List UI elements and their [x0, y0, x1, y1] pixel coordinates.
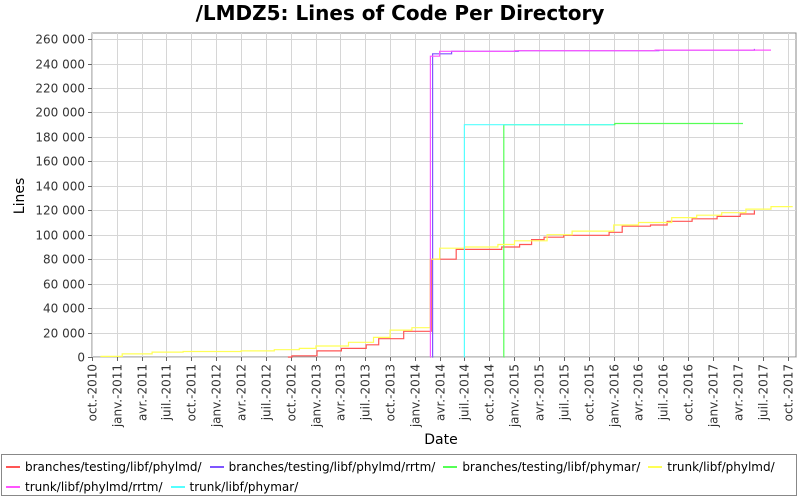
legend-label: trunk/libf/phymar/ — [189, 480, 299, 494]
legend-item: branches/testing/libf/phylmd/ — [6, 457, 202, 477]
y-tick-label: 40 000 — [43, 302, 85, 316]
x-tick-label: oct.-2014 — [483, 364, 497, 421]
x-tick-label: oct.-2010 — [86, 364, 100, 421]
x-tick-label: janv.-2015 — [508, 364, 522, 428]
y-tick-label: 20 000 — [43, 327, 85, 341]
x-tick-label: oct.-2017 — [782, 364, 796, 421]
y-axis-ticks: 0 20 000 40 000 60 000 80 000 100 000 120 000 1… — [35, 33, 92, 365]
y-tick-label: 240 000 — [35, 58, 85, 72]
series-line — [100, 206, 793, 357]
y-tick-label: 80 000 — [43, 253, 85, 267]
legend-swatch — [6, 486, 20, 488]
legend-item: trunk/libf/phylmd/rrtm/ — [6, 477, 163, 497]
x-tick-label: avr.-2011 — [136, 364, 150, 421]
plot-area — [91, 32, 797, 358]
y-tick-label: 120 000 — [35, 204, 85, 218]
y-axis-label: Lines — [12, 178, 28, 214]
x-tick-label: janv.-2012 — [210, 364, 224, 428]
x-tick-label: juil.-2017 — [757, 364, 771, 421]
legend-item: branches/testing/libf/phylmd/rrtm/ — [209, 457, 436, 477]
x-tick-label: oct.-2016 — [682, 364, 696, 421]
legend-item: trunk/libf/phymar/ — [170, 477, 299, 497]
line-chart: /LMDZ5: Lines of Code Per Directory 0 20 … — [12, 1, 797, 448]
grid-lines — [92, 33, 796, 358]
x-tick-label: juil.-2016 — [657, 364, 671, 421]
chart-title: /LMDZ5: Lines of Code Per Directory — [196, 1, 605, 25]
plot-frame — [91, 32, 797, 358]
series-line — [287, 210, 755, 358]
x-tick-label: janv.-2016 — [608, 364, 622, 428]
x-axis-label: Date — [424, 432, 457, 448]
x-tick-label: janv.-2014 — [409, 364, 423, 428]
legend-item: branches/testing/libf/phymar/ — [443, 457, 640, 477]
legend-label: trunk/libf/phylmd/rrtm/ — [25, 480, 163, 494]
y-tick-label: 200 000 — [35, 106, 85, 120]
legend: branches/testing/libf/phylmd/branches/te… — [1, 454, 797, 496]
x-tick-label: janv.-2011 — [111, 364, 125, 428]
x-tick-label: avr.-2014 — [434, 364, 448, 421]
x-tick-label: oct.-2013 — [384, 364, 398, 421]
y-tick-label: 220 000 — [35, 82, 85, 96]
x-tick-label: oct.-2012 — [285, 364, 299, 421]
x-tick-label: oct.-2015 — [583, 364, 597, 421]
x-tick-label: avr.-2012 — [235, 364, 249, 421]
legend-swatch — [648, 466, 663, 468]
y-tick-label: 180 000 — [35, 131, 85, 145]
series-line — [463, 124, 614, 358]
y-tick-label: 160 000 — [35, 155, 85, 169]
y-tick-label: 60 000 — [43, 278, 85, 292]
legend-label: branches/testing/libf/phylmd/ — [25, 460, 202, 474]
x-tick-label: juil.-2014 — [458, 364, 472, 421]
x-tick-label: oct.-2011 — [185, 364, 199, 421]
x-tick-label: juil.-2015 — [558, 364, 572, 421]
legend-label: branches/testing/libf/phylmd/rrtm/ — [228, 460, 436, 474]
legend-swatch — [209, 466, 224, 468]
x-tick-label: avr.-2016 — [632, 364, 646, 421]
y-tick-label: 0 — [77, 351, 85, 365]
y-tick-label: 140 000 — [35, 180, 85, 194]
x-tick-label: janv.-2013 — [310, 364, 324, 428]
x-tick-label: avr.-2015 — [533, 364, 547, 421]
x-tick-label: avr.-2013 — [334, 364, 348, 421]
legend-swatch — [6, 466, 20, 468]
x-tick-label: janv.-2017 — [707, 364, 721, 428]
x-tick-label: juil.-2012 — [260, 364, 274, 421]
series-line — [429, 49, 771, 358]
legend-label: trunk/libf/phylmd/ — [667, 460, 775, 474]
x-tick-label: juil.-2011 — [160, 364, 174, 421]
legend-label: branches/testing/libf/phymar/ — [462, 460, 641, 474]
y-tick-label: 100 000 — [35, 229, 85, 243]
x-axis-ticks: oct.-2010 janv.-2011 avr.-2011 juil.-2011 oc… — [86, 357, 796, 428]
legend-swatch — [170, 486, 185, 488]
y-tick-label: 260 000 — [35, 33, 85, 47]
legend-swatch — [443, 466, 458, 468]
x-tick-label: juil.-2013 — [359, 364, 373, 421]
legend-item: trunk/libf/phylmd/ — [648, 457, 775, 477]
series-lines — [100, 48, 793, 358]
x-tick-label: avr.-2017 — [732, 364, 746, 421]
